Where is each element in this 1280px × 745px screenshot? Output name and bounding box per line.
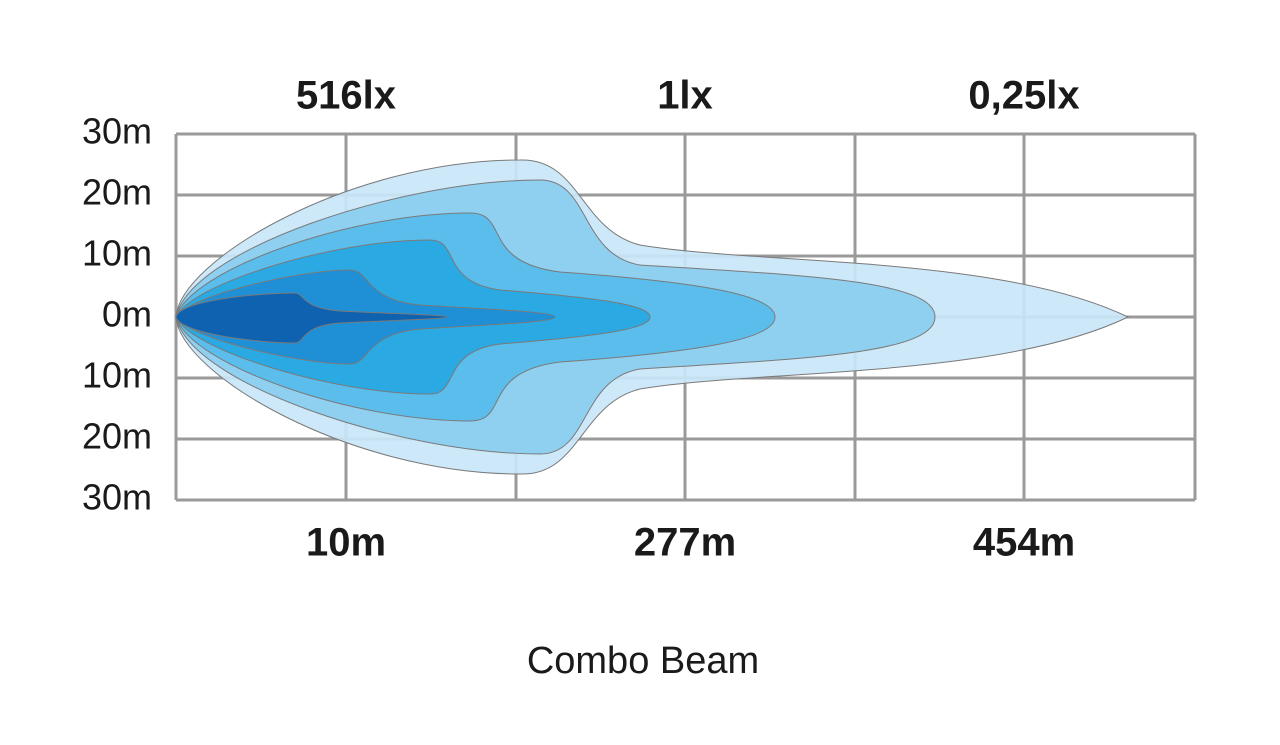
distance-label: 10m <box>306 521 386 565</box>
illuminance-label: 0,25lx <box>968 74 1079 118</box>
y-axis-label: 30m <box>82 477 152 518</box>
y-axis-label: 0m <box>102 294 152 335</box>
y-axis-label: 20m <box>82 172 152 213</box>
beam-pattern <box>175 159 1130 475</box>
y-axis-label: 30m <box>82 111 152 152</box>
distance-label: 454m <box>973 521 1075 565</box>
distance-label: 277m <box>634 521 736 565</box>
caption: Combo Beam <box>527 640 759 682</box>
illuminance-label: 516lx <box>296 74 396 118</box>
illuminance-label: 1lx <box>657 74 713 118</box>
y-axis-label: 10m <box>82 355 152 396</box>
y-axis-label: 10m <box>82 233 152 274</box>
y-axis-label: 20m <box>82 416 152 457</box>
